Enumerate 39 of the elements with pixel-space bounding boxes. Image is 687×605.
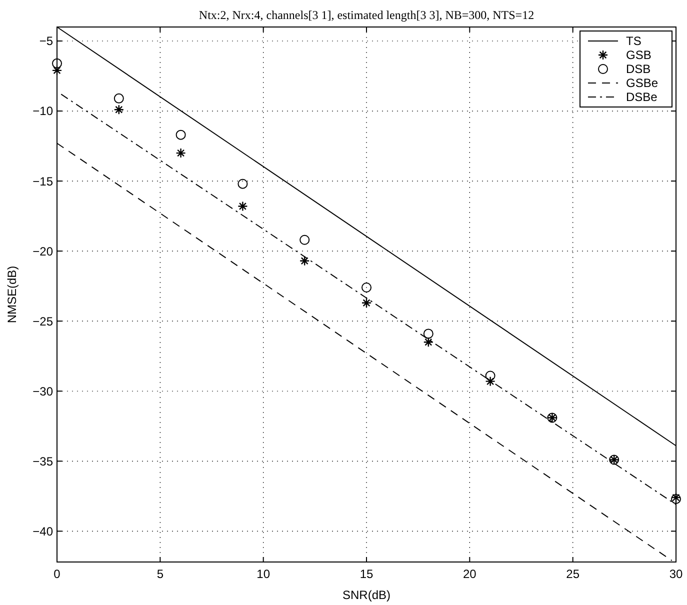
x-tick-label: 0 — [54, 567, 61, 581]
x-tick-label: 20 — [462, 567, 477, 581]
point — [114, 104, 124, 115]
y-tick-label: −30 — [32, 384, 54, 398]
x-tick-label: 10 — [256, 567, 270, 581]
y-tick-label: −10 — [32, 104, 54, 118]
x-axis-title: SNR(dB) — [342, 588, 391, 602]
point — [423, 328, 434, 339]
legend-label: DSB — [626, 62, 651, 76]
legend-label: TS — [626, 34, 642, 48]
point — [52, 65, 62, 76]
y-tick-label: −40 — [32, 524, 54, 538]
point — [176, 130, 186, 140]
y-tick-label: −35 — [32, 454, 54, 468]
y-tick-label: −25 — [32, 314, 54, 328]
chart-title: Ntx:2, Nrx:4, channels[3 1], estimated length[3 3], NB=300, NTS=12 — [198, 8, 534, 22]
point — [423, 337, 434, 348]
y-tick-label: −20 — [32, 244, 54, 258]
point — [176, 148, 186, 158]
point — [362, 282, 372, 292]
legend-label: GSBe — [626, 76, 658, 90]
point — [300, 234, 310, 245]
legend-label: GSB — [626, 48, 652, 62]
point — [238, 201, 248, 212]
point — [485, 376, 496, 386]
y-axis-title: NMSE(dB) — [5, 266, 19, 324]
x-tick-label: 15 — [360, 567, 374, 581]
point — [114, 93, 124, 104]
x-tick-label: 30 — [669, 567, 683, 581]
point — [238, 178, 248, 189]
y-tick-label: −5 — [39, 34, 54, 48]
point — [485, 370, 496, 381]
x-tick-label: 5 — [156, 567, 164, 581]
point — [361, 298, 372, 308]
point — [300, 256, 310, 266]
y-tick-label: −15 — [32, 174, 54, 188]
x-tick-label: 25 — [566, 567, 580, 581]
point — [52, 58, 62, 68]
legend-label: DSBe — [626, 90, 658, 104]
